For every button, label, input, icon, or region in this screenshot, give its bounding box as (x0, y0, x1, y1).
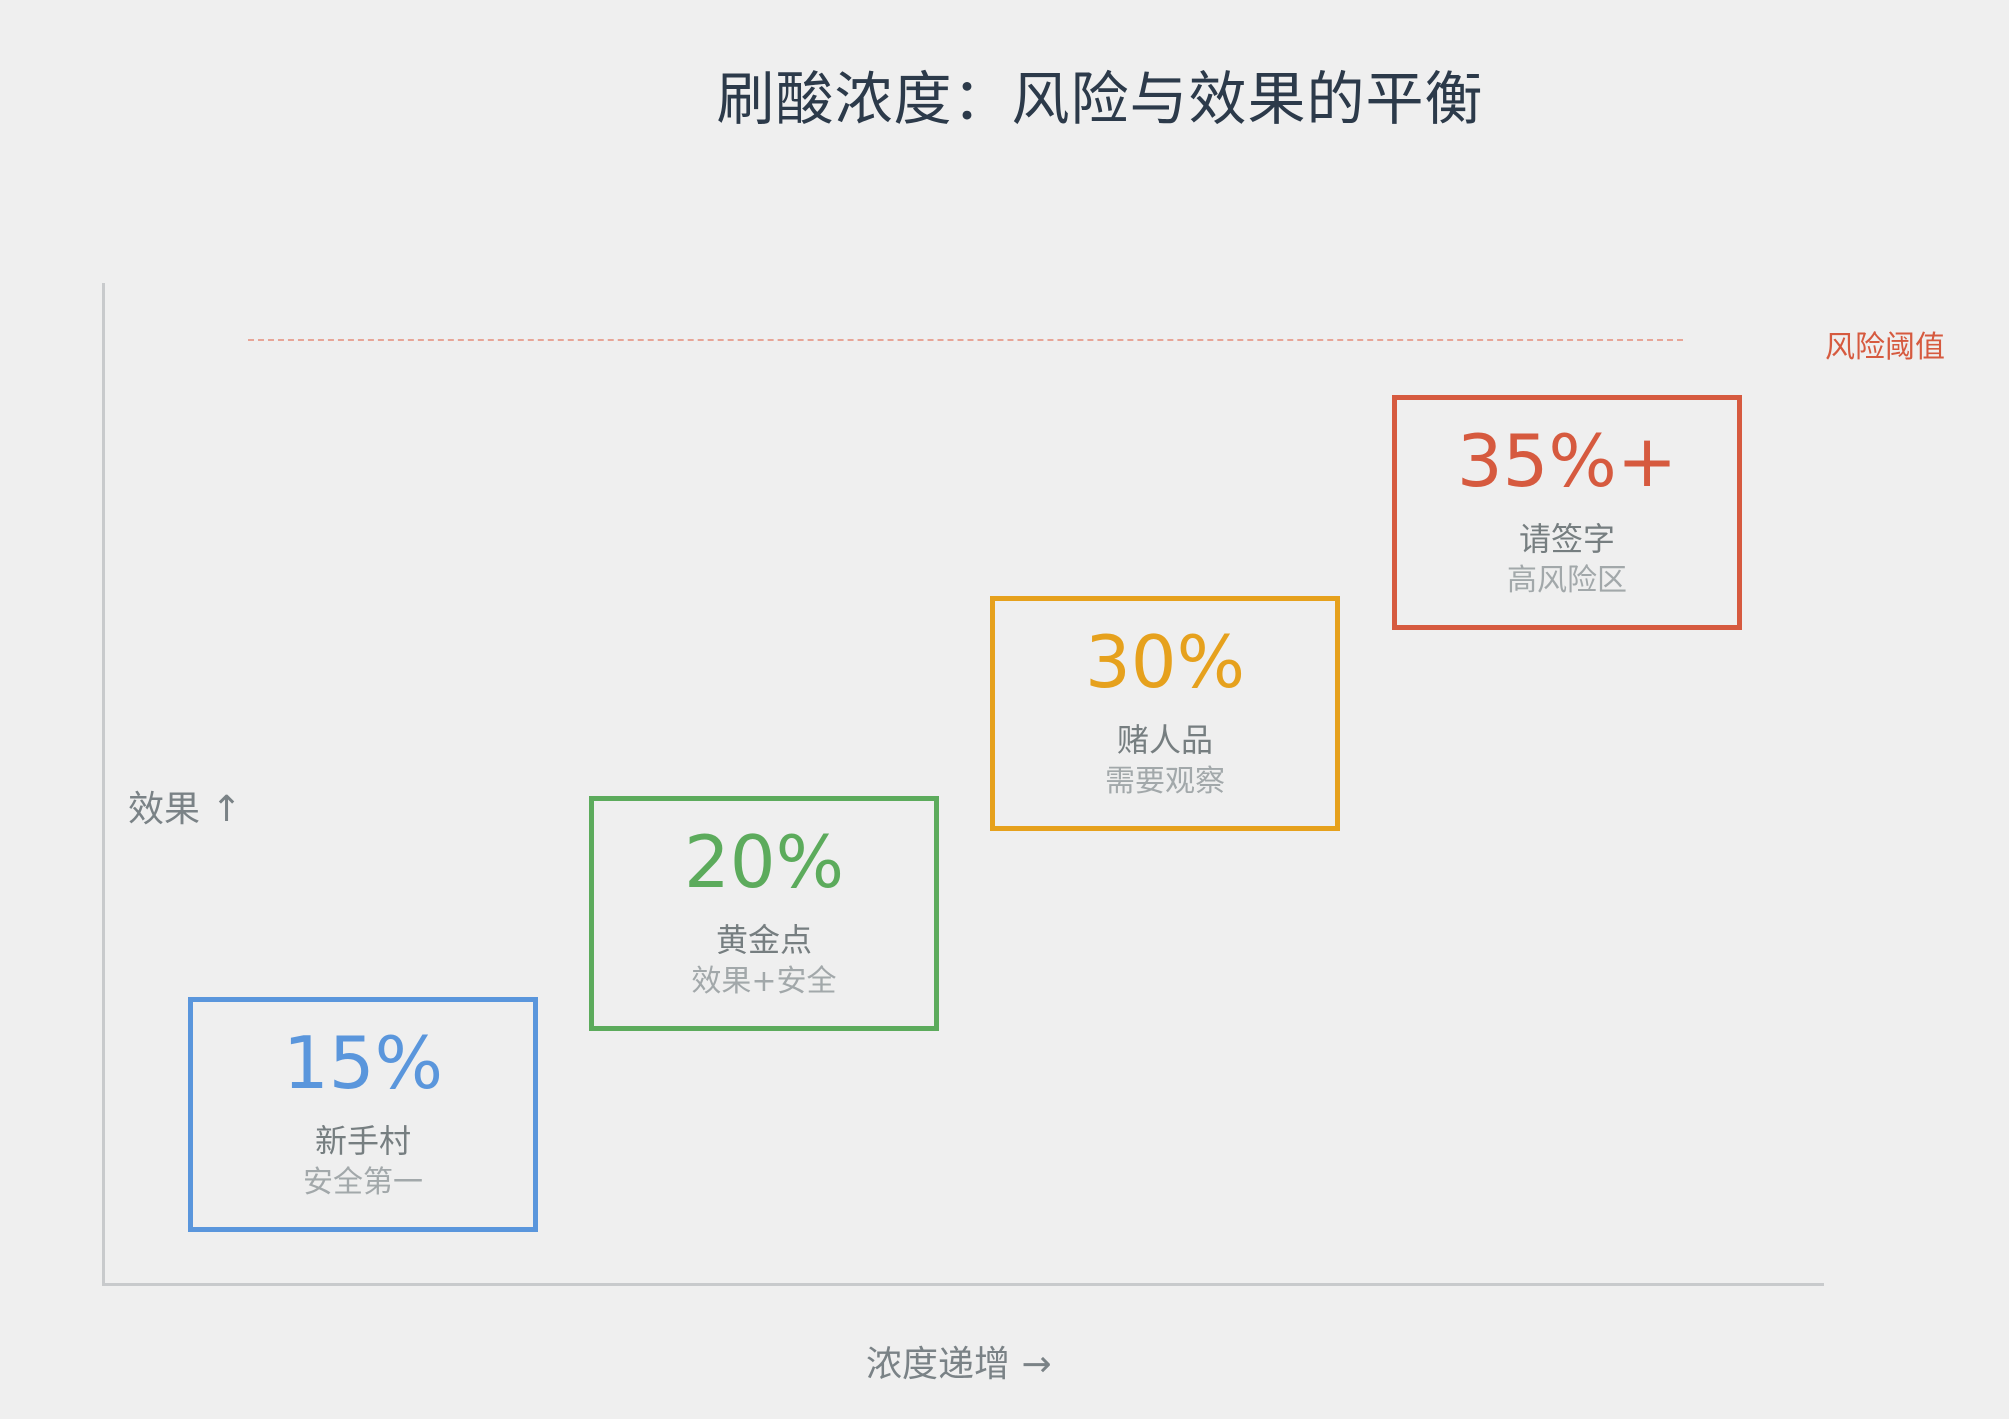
risk-threshold-line (248, 339, 1683, 341)
step-description: 需要观察 (1105, 764, 1225, 800)
step-description: 效果+安全 (691, 964, 837, 1000)
y-axis-line (102, 283, 105, 1286)
step-percent: 35%+ (1456, 419, 1678, 503)
step-box-35-plus: 35%+ 请签字 高风险区 (1392, 395, 1742, 630)
step-name: 新手村 (314, 1121, 411, 1160)
step-name: 请签字 (1518, 519, 1615, 558)
step-percent: 30% (1084, 620, 1246, 704)
x-axis-line (102, 1283, 1824, 1286)
step-box-15: 15% 新手村 安全第一 (188, 997, 538, 1232)
step-box-30: 30% 赌人品 需要观察 (990, 596, 1340, 831)
step-description: 高风险区 (1507, 563, 1627, 599)
step-box-20: 20% 黄金点 效果+安全 (589, 796, 939, 1031)
diagram-title: 刷酸浓度：风险与效果的平衡 (716, 65, 1484, 133)
x-axis-label: 浓度递增 → (866, 1344, 1052, 1385)
y-axis-label: 效果 ↑ (128, 789, 242, 830)
step-name: 黄金点 (715, 920, 812, 959)
step-percent: 15% (282, 1021, 444, 1105)
risk-threshold-label: 风险阈值 (1825, 330, 1945, 365)
step-name: 赌人品 (1116, 720, 1213, 759)
step-description: 安全第一 (303, 1165, 423, 1201)
step-percent: 20% (683, 820, 845, 904)
